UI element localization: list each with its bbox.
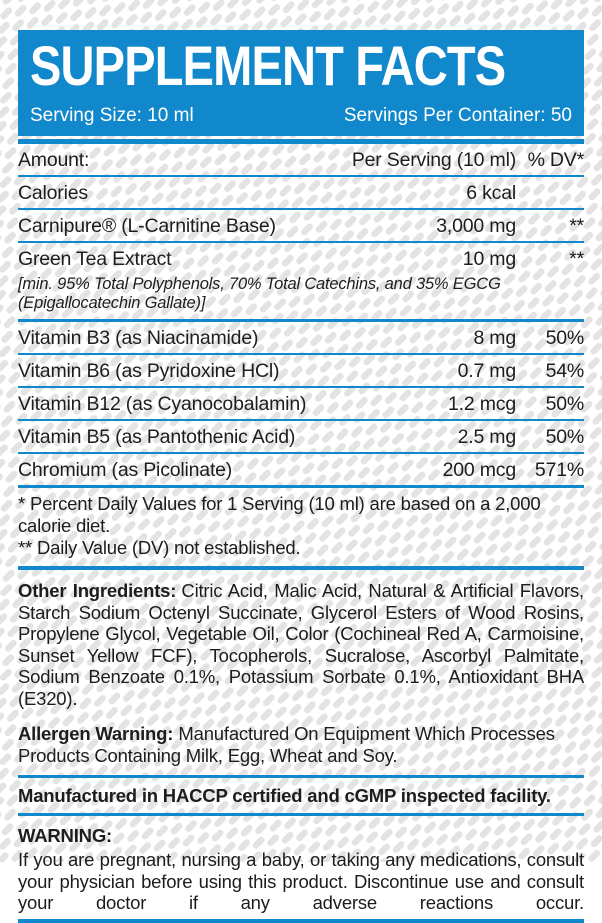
nutrient-amount: 200 mcg xyxy=(442,459,517,481)
not-established-footnote: ** Daily Value (DV) not established. xyxy=(18,537,301,558)
dv-footnote: * Percent Daily Values for 1 Serving (10… xyxy=(18,493,541,536)
nutrient-name: Vitamin B12 (as Cyanocobalamin) xyxy=(18,393,307,415)
serving-info-row: Serving Size: 10 ml Servings Per Contain… xyxy=(30,105,572,127)
footnotes: * Percent Daily Values for 1 Serving (10… xyxy=(18,488,584,566)
nutrient-amount: 2.5 mg xyxy=(457,426,517,448)
nutrient-name: Chromium (as Picolinate) xyxy=(18,459,233,481)
table-row-vitamin-b6: Vitamin B6 (as Pyridoxine HCl) 0.7 mg 54… xyxy=(18,355,584,388)
nutrient-amount: 6 kcal xyxy=(466,182,516,204)
column-dv-label: % DV* xyxy=(527,149,585,171)
divider xyxy=(18,775,584,778)
nutrient-amount: 0.7 mg xyxy=(457,360,517,382)
nutrient-amount: 1.2 mcg xyxy=(448,393,516,415)
nutrient-name: Vitamin B3 (as Niacinamide) xyxy=(18,327,259,349)
panel-title: SUPPLEMENT FACTS xyxy=(30,34,506,97)
other-ingredients-paragraph: Other Ingredients: Citric Acid, Malic Aci… xyxy=(18,580,584,709)
nutrient-dv: 50% xyxy=(545,327,585,349)
warning-section: WARNING: If you are pregnant, nursing a … xyxy=(18,825,584,914)
nutrient-amount: 8 mg xyxy=(473,327,516,349)
table-row-vitamin-b12: Vitamin B12 (as Cyanocobalamin) 1.2 mcg … xyxy=(18,388,584,421)
green-tea-standardization-note: [min. 95% Total Polyphenols, 70% Total C… xyxy=(18,274,584,322)
table-row-chromium: Chromium (as Picolinate) 200 mcg 571% xyxy=(18,454,584,488)
other-ingredients-text: Citric Acid, Malic Acid, Natural & Artif… xyxy=(18,580,584,709)
table-row-vitamin-b5: Vitamin B5 (as Pantothenic Acid) 2.5 mg … xyxy=(18,421,584,454)
column-per-serving-label: Per Serving (10 ml) xyxy=(351,149,516,171)
warning-text: If you are pregnant, nursing a baby, or … xyxy=(18,849,584,913)
nutrient-dv: ** xyxy=(569,215,584,237)
nutrient-dv: ** xyxy=(569,248,584,270)
other-ingredients-label: Other Ingredients: xyxy=(18,580,177,601)
nutrient-name: Vitamin B5 (as Pantothenic Acid) xyxy=(18,426,296,448)
nutrient-name: Green Tea Extract xyxy=(18,248,172,270)
divider-thick xyxy=(18,139,584,144)
table-row-calories: Calories 6 kcal xyxy=(18,177,584,210)
allergen-warning-paragraph: Allergen Warning: Manufactured On Equipme… xyxy=(18,723,584,766)
column-amount-label: Amount: xyxy=(18,149,90,171)
masthead: SUPPLEMENT FACTS Serving Size: 10 ml Ser… xyxy=(18,30,584,136)
nutrient-dv: 571% xyxy=(534,459,584,481)
nutrient-name: Calories xyxy=(18,182,88,204)
nutrient-name: Carnipure® (L-Carnitine Base) xyxy=(18,215,276,237)
nutrient-name: Vitamin B6 (as Pyridoxine HCl) xyxy=(18,360,280,382)
warning-label: WARNING: xyxy=(18,825,112,846)
divider-thick xyxy=(18,918,584,923)
servings-per-container-label: Servings Per Container: 50 xyxy=(343,105,572,126)
nutrient-dv: 54% xyxy=(545,360,585,382)
divider xyxy=(18,813,584,816)
table-row-carnipure: Carnipure® (L-Carnitine Base) 3,000 mg *… xyxy=(18,210,584,243)
nutrient-amount: 3,000 mg xyxy=(436,215,516,237)
nutrient-dv: 50% xyxy=(545,393,585,415)
allergen-warning-text: Manufactured On Equipment Which Processe… xyxy=(18,723,555,766)
divider-thick xyxy=(18,566,584,570)
facility-note: Manufactured in HACCP certified and cGMP… xyxy=(18,785,551,806)
allergen-warning-label: Allergen Warning: xyxy=(18,723,174,744)
table-row-vitamin-b3: Vitamin B3 (as Niacinamide) 8 mg 50% xyxy=(18,322,584,355)
serving-size-label: Serving Size: 10 ml xyxy=(30,105,194,126)
table-header-row: Amount: Per Serving (10 ml) % DV* xyxy=(18,144,584,177)
nutrient-amount: 10 mg xyxy=(462,248,516,270)
nutrient-dv: 50% xyxy=(545,426,585,448)
table-row-green-tea: Green Tea Extract 10 mg ** xyxy=(18,243,584,274)
